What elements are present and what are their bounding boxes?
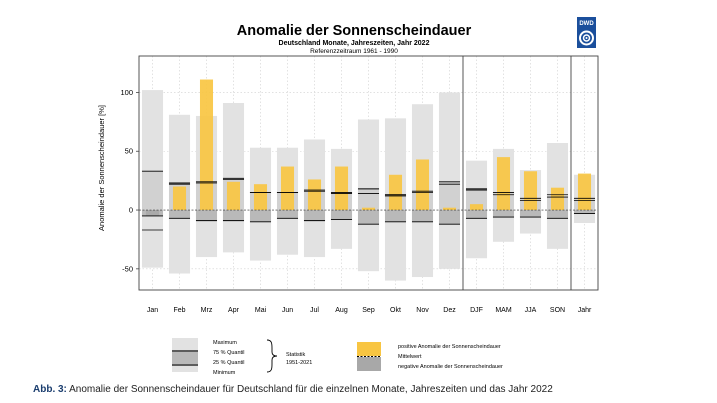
quartile-box-upper [438,181,461,211]
x-tick-label: Jun [282,307,293,314]
quartile-box-lower [276,210,299,219]
quartile-box-lower [465,210,488,219]
quartile-box-upper [141,171,164,211]
quartile-box-lower [411,210,434,222]
x-tick-label: SON [550,307,565,314]
positive-anomaly-bar [280,166,295,211]
legend-positive-swatch [357,342,381,356]
legend-negative: negative Anomalie der Sonnenscheindauer [398,364,503,370]
quartile-box-lower [573,210,596,214]
positive-anomaly-bar [199,79,214,211]
quartile-box-upper [357,188,380,211]
positive-anomaly-bar [307,179,322,211]
y-tick-label: -50 [122,264,133,273]
x-tick-label: Nov [416,307,429,314]
dwd-swirl-icon [579,30,594,46]
plot-frame [138,55,599,291]
positive-anomaly-bar [172,186,187,211]
x-tick-label: Sep [362,307,375,314]
x-tick-label: MAM [495,307,512,314]
positive-anomaly-bar [523,171,538,211]
legend-maximum: Maximum [213,340,237,346]
chart-subtitle-reference: Referenzzeitraum 1961 - 1990 [310,48,398,55]
bars-layer [141,79,596,281]
positive-anomaly-bar [415,159,430,211]
figure-caption: Abb. 3: Anomalie der Sonnenscheindauer f… [33,384,553,395]
range-bar [438,92,461,269]
range-bar [222,103,245,253]
legend-statistik: Statistik [286,352,306,358]
positive-anomaly-bar [469,204,484,211]
quartile-box-lower [519,210,542,218]
x-tick-label: Aug [335,307,348,314]
legend-positive: positive Anomalie der Sonnenscheindauer [398,344,501,350]
x-tick-label: Okt [390,307,401,314]
y-tick-label: 0 [129,206,133,215]
y-tick-label: 100 [120,88,133,97]
positive-anomaly-bar [577,173,592,211]
legend-statistik-period: 1951-2021 [286,360,312,366]
quartile-box-lower [222,210,245,221]
legend-q75: 75 % Quantil [213,350,245,356]
quartile-box-lower [195,210,218,221]
legend-mittelwert: Mittelwert [398,354,422,360]
dwd-logo: DWD [577,17,596,48]
positive-anomaly-bar [442,207,457,211]
x-tick-label: Mrz [201,307,213,314]
positive-anomaly-bar [226,181,241,211]
quartile-box-lower [303,210,326,221]
quartile-box-lower [438,210,461,225]
positive-anomaly-bar [253,184,268,211]
y-axis-label: Anomalie der Sonnenscheindauer [%] [97,105,106,231]
quartile-box-lower [492,210,515,218]
positive-anomaly-bar [550,187,565,211]
positive-anomaly-bar [388,174,403,211]
x-tick-label: Apr [228,307,240,314]
negative-anomaly-bar [145,210,160,216]
y-tick-label: 50 [125,147,133,156]
quartile-box-lower [249,210,272,222]
legend-q25: 25 % Quantil [213,360,245,366]
positive-anomaly-bar [361,207,376,211]
x-tick-label: Dez [443,307,456,314]
x-tick-label: Jul [310,307,319,314]
chart-subtitle: Deutschland Monate, Jahreszeiten, Jahr 2… [279,40,430,47]
x-tick-label: DJF [470,307,483,314]
legend-minimum: Minimum [213,370,236,376]
caption-text: Anomalie der Sonnenscheindauer für Deuts… [69,384,553,395]
x-tick-label: Jahr [578,307,592,314]
x-tick-label: JJA [525,307,537,314]
caption-label: Abb. 3: [33,384,67,395]
positive-anomaly-bar [496,157,511,211]
legend-negative-swatch [357,357,381,371]
positive-anomaly-bar [334,166,349,211]
x-tick-label: Jan [147,307,158,314]
quartile-box-lower [168,210,191,219]
axis-layer: -50 0 50 100 Jan Feb Mrz Apr Mai Jun Jul Aug Sep Okt N… [120,55,599,314]
quartile-box-lower [357,210,380,225]
chart-title: Anomalie der Sonnenscheindauer [237,23,472,39]
quartile-box-lower [330,210,353,220]
quartile-box-lower [546,210,569,219]
dwd-logo-text: DWD [579,21,594,27]
legend-quartile-swatch [172,350,198,366]
quartile-box-lower [384,210,407,222]
legend-brace [266,339,278,373]
legend: Maximum 75 % Quantil 25 % Quantil Minimu… [172,338,503,376]
x-tick-label: Feb [173,307,185,314]
x-tick-label: Mai [255,307,267,314]
